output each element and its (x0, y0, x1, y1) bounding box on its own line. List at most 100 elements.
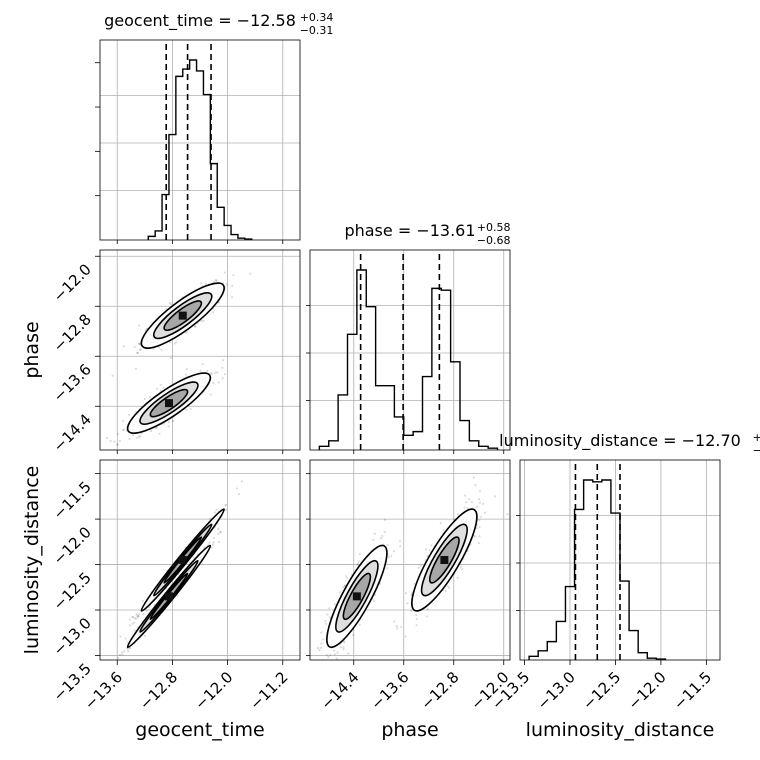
sample-point (318, 649, 321, 652)
sample-point (131, 622, 134, 625)
sample-point (131, 615, 134, 619)
sample-point (201, 363, 204, 366)
sample-point (210, 371, 213, 374)
y-tick-label-phase: −12.0 (50, 260, 95, 305)
sample-point (334, 603, 337, 606)
y-tick-label-luminosity_distance: −13.0 (50, 614, 95, 659)
sample-point (225, 283, 228, 286)
sample-point (468, 498, 471, 501)
panel-geocent_time-geocent_time: geocent_time = −12.58 +0.34−0.31 (95, 11, 334, 241)
sample-point (204, 282, 207, 285)
sample-point (460, 568, 464, 571)
sample-point (134, 367, 137, 370)
sample-point (413, 582, 416, 585)
sample-point (132, 434, 135, 437)
sample-point (200, 282, 203, 285)
sample-point (335, 657, 338, 660)
sample-point (424, 548, 428, 551)
sample-point (133, 617, 136, 620)
sample-point (439, 522, 442, 525)
sample-point (139, 348, 142, 351)
sample-point (138, 324, 141, 327)
sample-point (478, 519, 481, 522)
sample-point (215, 508, 218, 511)
y-tick-label-luminosity_distance: −12.0 (50, 523, 95, 568)
sample-point (390, 554, 393, 558)
sample-point (212, 536, 216, 540)
density-peak (352, 592, 361, 601)
sample-point (118, 439, 121, 442)
sample-point (475, 527, 478, 530)
sample-point (142, 613, 145, 616)
sample-point (320, 631, 323, 634)
sample-point (136, 615, 140, 619)
sample-point (339, 646, 342, 649)
title-minus-phase: −0.68 (477, 234, 511, 247)
sample-point (225, 508, 228, 512)
histogram-phase (318, 269, 499, 450)
sample-point (167, 425, 170, 428)
sample-point (213, 511, 217, 514)
sample-point (404, 635, 407, 638)
sample-point (327, 655, 330, 659)
sample-point (224, 373, 227, 376)
sample-point (185, 408, 188, 412)
y-axis-label-phase: phase (21, 321, 43, 378)
sample-point (446, 585, 450, 588)
x-axis-label-geocent_time: geocent_time (135, 719, 264, 741)
sample-point (249, 272, 252, 275)
sample-point (189, 407, 192, 410)
sample-point (206, 369, 209, 372)
sample-point (399, 539, 402, 542)
title-minus-luminosity_distance: −0.24 (753, 444, 760, 457)
sample-point (199, 369, 202, 372)
sample-point (430, 544, 433, 547)
sample-point (231, 284, 234, 287)
sample-point (465, 501, 468, 504)
sample-point (211, 311, 214, 314)
sample-point (477, 541, 480, 545)
y-axis-label-luminosity_distance: luminosity_distance (21, 466, 43, 655)
x-axis-label-phase: phase (381, 719, 438, 741)
sample-point (121, 653, 124, 656)
sample-point (324, 622, 328, 626)
sample-point (212, 381, 215, 385)
density-peak (178, 311, 187, 320)
sample-point (322, 638, 325, 641)
sample-point (215, 279, 218, 282)
sample-point (158, 432, 161, 435)
sample-point (224, 503, 228, 506)
sample-point (111, 374, 114, 377)
title-plus-phase: +0.58 (477, 221, 511, 234)
panel-luminosity_distance-luminosity_distance: luminosity_distance = −12.70 +0.25−0.24 (499, 431, 760, 661)
sample-point (406, 602, 409, 605)
sample-point (478, 525, 481, 529)
sample-point (386, 543, 389, 546)
sample-point (136, 351, 139, 354)
sample-point (466, 507, 469, 510)
sample-point (474, 535, 477, 538)
sample-point (139, 348, 142, 351)
sample-point (425, 615, 428, 618)
sample-point (214, 279, 217, 282)
sample-point (136, 351, 139, 355)
title-minus-geocent_time: −0.31 (300, 24, 334, 37)
samples-phase-luminosity_distance (317, 476, 509, 660)
sample-point (134, 629, 137, 632)
sample-point (214, 371, 217, 374)
sample-point (328, 616, 331, 619)
panel-phase-phase: phase = −13.61 +0.58−0.68 (309, 221, 511, 451)
x-tick-label-phase: −14.4 (317, 668, 362, 713)
y-tick-label-phase: −14.4 (50, 410, 95, 455)
sample-point (470, 501, 473, 504)
sample-point (138, 613, 141, 616)
sample-point (90, 449, 92, 451)
panel-phase-luminosity_distance (309, 459, 511, 661)
sample-point (222, 359, 225, 362)
sample-point (221, 366, 224, 369)
sample-point (212, 543, 215, 546)
sample-point (149, 430, 153, 433)
sample-point (444, 589, 447, 592)
sample-point (148, 396, 151, 399)
sample-point (118, 653, 122, 657)
